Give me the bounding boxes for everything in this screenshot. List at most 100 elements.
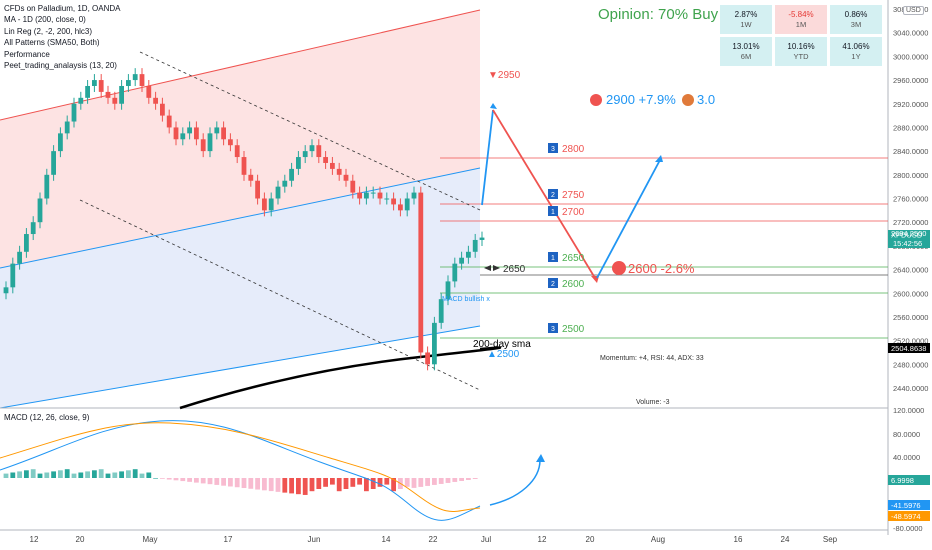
signal-line-tag-bg xyxy=(888,511,930,521)
macd-bar xyxy=(37,473,43,478)
candle-body xyxy=(85,85,90,98)
macd-bar xyxy=(275,478,281,492)
candle-body xyxy=(418,192,424,353)
macd-bar xyxy=(105,473,111,478)
time-tick: May xyxy=(142,535,157,544)
time-tick: 24 xyxy=(781,535,790,544)
candle-body xyxy=(323,157,328,163)
sma-tag-bg xyxy=(888,343,930,353)
perf-cell: -5.84% 1M xyxy=(775,5,827,34)
candle-body xyxy=(166,115,172,128)
price-tag: 2694.2500 xyxy=(891,229,926,238)
price-tick: 2960.0000 xyxy=(893,76,928,85)
candle-body xyxy=(126,80,131,86)
candle-body xyxy=(391,198,396,205)
macd-bar xyxy=(282,478,288,493)
candle-body xyxy=(466,251,471,258)
grid xyxy=(0,0,889,535)
macd-bar xyxy=(85,471,90,478)
perf-period: 1W xyxy=(740,19,752,29)
currency-badge[interactable]: USD xyxy=(903,6,924,15)
time-tick: Aug xyxy=(651,535,665,544)
candle-body xyxy=(132,74,138,81)
macd-bar xyxy=(323,478,328,487)
legend-line[interactable]: All Patterns (SMA50, Both) xyxy=(4,38,100,48)
candle-body xyxy=(404,198,410,211)
annotations: 3 2800 2 2750 1 2700 1 2650 2 2600 3 2500 ▼2950 ▲2500… xyxy=(4,70,930,521)
macd-bar xyxy=(30,469,36,478)
price-tag-bg xyxy=(888,239,930,248)
macd-bar xyxy=(17,471,22,478)
sma-label: 200-day sma xyxy=(473,339,531,350)
macd-bar xyxy=(207,478,213,485)
candle-body xyxy=(452,263,458,282)
macd-bar xyxy=(262,478,267,491)
candle-body xyxy=(282,180,288,187)
macd-bar xyxy=(248,478,254,489)
projection-up-1-head xyxy=(490,103,497,109)
price-tick: 2480.0000 xyxy=(893,360,928,369)
macd-bar xyxy=(166,478,172,480)
symbol-tag: XPDUSD xyxy=(891,231,923,240)
macd-bar xyxy=(180,478,186,482)
macd-bar xyxy=(146,472,152,478)
perf-value: 0.86% xyxy=(844,9,868,19)
legend-line[interactable]: MA - 1D (200, close, 0) xyxy=(4,15,86,25)
macd-bar xyxy=(64,469,70,478)
macd-bar xyxy=(126,470,131,478)
level-number-badge xyxy=(548,278,558,288)
level-number-badge xyxy=(548,252,558,262)
macd-bar xyxy=(404,478,410,487)
macd-bar xyxy=(228,478,233,487)
macd-bar xyxy=(241,478,247,489)
level-number: 2 xyxy=(551,281,555,288)
macd-bar xyxy=(425,478,430,486)
perf-period: 1Y xyxy=(851,51,861,61)
macd-bar xyxy=(234,478,240,488)
candle-body xyxy=(30,222,36,235)
perf-value: 13.01% xyxy=(732,41,760,51)
macd-bullish-label: MACD bullish x xyxy=(442,296,490,303)
candle-body xyxy=(71,103,77,122)
macd-tick: 80.0000 xyxy=(893,430,920,439)
macd-bar xyxy=(160,478,165,479)
candle-body xyxy=(24,234,29,252)
candle-body xyxy=(3,287,9,294)
stop-icon xyxy=(612,261,626,275)
time-tick: 12 xyxy=(30,535,39,544)
macd-line xyxy=(0,420,481,521)
macd-bar xyxy=(336,478,342,492)
macd-bar xyxy=(432,478,437,485)
time-tick: Jul xyxy=(481,535,491,544)
target-icon xyxy=(590,94,602,106)
macd-tick: 40.0000 xyxy=(893,453,920,462)
channel-lower-fill xyxy=(0,168,480,408)
macd-line-tag: -41.5976 xyxy=(891,501,921,510)
macd-bar xyxy=(92,470,97,478)
candle-body xyxy=(146,85,152,98)
candle-body xyxy=(364,192,369,199)
price-tick: 2520.0000 xyxy=(893,337,928,346)
legend-line[interactable]: Peet_trading_analaysis (13, 20) xyxy=(4,61,117,71)
time-tick: Sep xyxy=(823,535,838,544)
candle-body xyxy=(343,174,349,181)
projection-up-2 xyxy=(596,159,661,279)
legend-line[interactable]: Performance xyxy=(4,49,50,59)
candle-body xyxy=(173,127,179,140)
macd-bar xyxy=(194,478,199,483)
macd-bar xyxy=(112,472,118,478)
candle-body xyxy=(139,74,145,86)
candle-body xyxy=(234,145,240,158)
channel-mid-line xyxy=(0,167,481,269)
perf-value: 2.87% xyxy=(734,9,758,19)
candle-body xyxy=(370,192,376,194)
candle-body xyxy=(357,192,362,199)
legend-line[interactable]: Lin Reg (2, -2, 200, hlc3) xyxy=(4,26,93,36)
time-tick: 17 xyxy=(224,535,233,544)
candle-body xyxy=(214,127,220,134)
target-2500: ▲2500 xyxy=(487,349,520,360)
target-up-label: 2900 +7.9% xyxy=(606,92,676,107)
macd-bar xyxy=(472,478,478,479)
trendline-lower xyxy=(79,199,481,391)
